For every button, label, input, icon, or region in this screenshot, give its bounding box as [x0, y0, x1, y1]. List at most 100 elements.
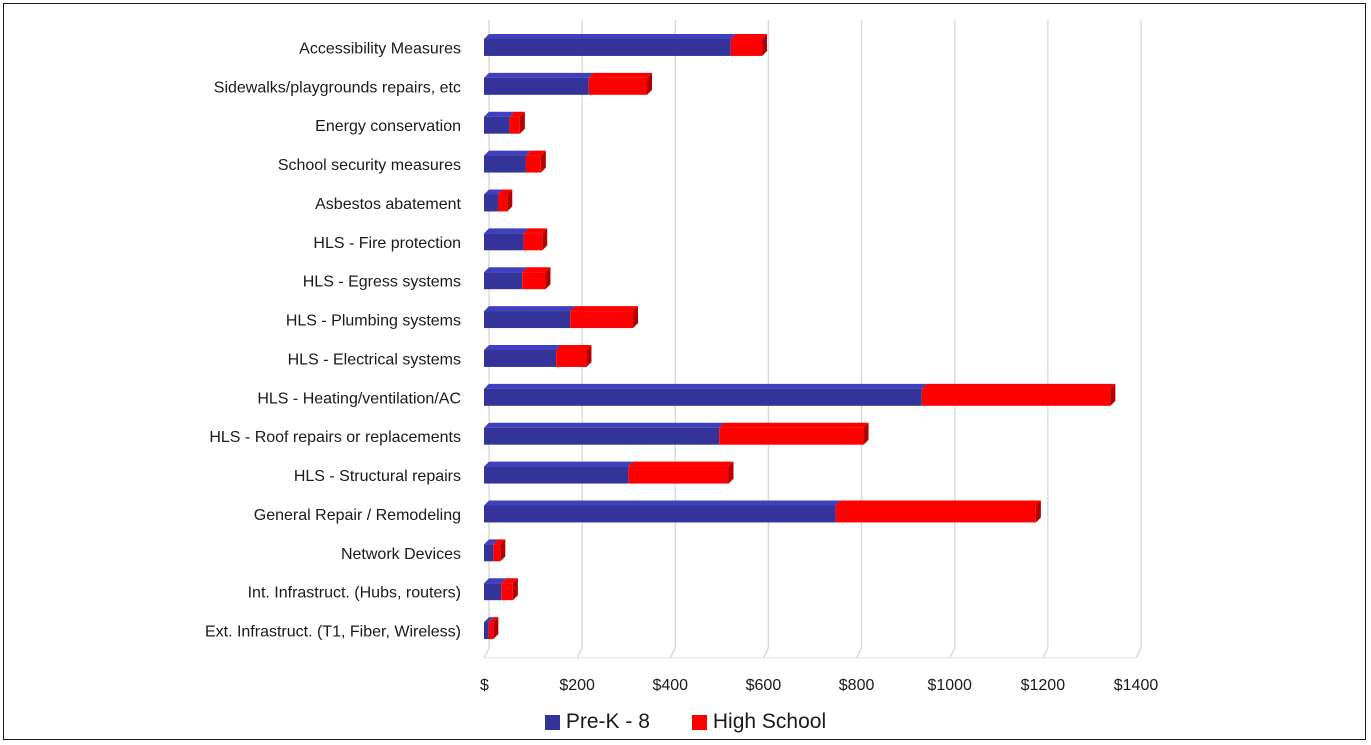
bar-side-face	[512, 578, 518, 601]
bar-top-face	[730, 33, 768, 39]
bar-high-school	[488, 622, 494, 640]
bar-prek8	[484, 544, 494, 562]
bar-top-face	[484, 539, 499, 545]
bar-high-school	[497, 194, 508, 212]
category-label: Sidewalks/playgrounds repairs, etc	[214, 79, 461, 96]
x-tick-label: $200	[559, 677, 595, 694]
bar-high-school	[835, 505, 1036, 523]
bar-prek8	[484, 349, 557, 367]
bar-high-school	[570, 311, 634, 329]
bar-top-face	[484, 578, 507, 584]
category-label: Energy conservation	[315, 118, 461, 135]
x-tick-label: $400	[652, 677, 688, 694]
gridline-floor	[669, 647, 676, 659]
bar-top-face	[484, 228, 529, 234]
bar-side-face	[863, 422, 869, 445]
category-label: Accessibility Measures	[299, 40, 461, 57]
category-label: Asbestos abatement	[315, 196, 461, 213]
category-label: HLS - Egress systems	[303, 274, 461, 291]
gridline-floor	[483, 647, 490, 659]
bar-side-face	[633, 306, 639, 329]
bar-prek8	[484, 194, 498, 212]
category-label: School security measures	[278, 157, 461, 174]
bar-prek8	[484, 233, 524, 251]
bar-prek8	[484, 427, 720, 445]
bar-high-school	[730, 38, 763, 56]
legend-swatch-prek8	[544, 714, 560, 730]
gridline-floor	[1042, 647, 1049, 659]
bar-side-face	[540, 150, 546, 173]
bar-prek8	[484, 155, 526, 173]
bar-top-face	[484, 422, 725, 428]
x-tick-label: $1400	[1114, 677, 1159, 694]
legend-label-prek8: Pre-K - 8	[565, 710, 650, 733]
bar-top-face	[570, 306, 639, 312]
bar-high-school	[522, 272, 546, 290]
category-label: HLS - Roof repairs or replacements	[209, 429, 461, 446]
bar-top-face	[484, 461, 634, 467]
gridline-floor	[1135, 647, 1142, 659]
bar-side-face	[493, 617, 499, 640]
bar-top-face	[484, 33, 736, 39]
bar-high-school	[921, 388, 1111, 406]
bar-prek8	[484, 583, 502, 601]
bar-top-face	[484, 500, 841, 506]
bar-side-face	[586, 344, 592, 367]
bar-top-face	[484, 383, 927, 389]
category-label: Int. Infrastruct. (Hubs, routers)	[248, 585, 461, 602]
bar-side-face	[1110, 383, 1116, 406]
gridline-floor	[949, 647, 956, 659]
bar-top-face	[588, 72, 652, 78]
category-label: HLS - Heating/ventilation/AC	[257, 390, 461, 407]
category-label: Ext. Infrastruct. (T1, Fiber, Wireless)	[205, 624, 461, 641]
x-tick-label: $	[480, 677, 489, 694]
bar-side-face	[542, 228, 548, 251]
bar-prek8	[484, 38, 731, 56]
bar-prek8	[484, 272, 523, 290]
bar-high-school	[509, 116, 520, 134]
bar-side-face	[728, 461, 734, 484]
bar-side-face	[647, 72, 652, 95]
bar-top-face	[484, 111, 515, 117]
x-tick-label: $1200	[1021, 677, 1066, 694]
bar-top-face	[484, 267, 528, 273]
category-label: HLS - Structural repairs	[294, 468, 461, 485]
x-tick-label: $1000	[927, 677, 972, 694]
bar-side-face	[762, 33, 768, 56]
chart-frame	[3, 3, 1366, 740]
bar-top-face	[497, 189, 513, 195]
bar-top-face	[509, 111, 525, 117]
bar-prek8	[484, 77, 589, 95]
bar-top-face	[484, 150, 531, 156]
legend-item-prek8: Pre-K - 8	[544, 710, 650, 734]
bar-top-face	[501, 578, 518, 584]
bar-top-face	[523, 228, 548, 234]
bar-high-school	[628, 466, 729, 484]
bar-side-face	[507, 189, 513, 212]
bar-prek8	[484, 505, 836, 523]
bar-top-face	[719, 422, 869, 428]
bar-prek8	[484, 622, 489, 640]
bar-top-face	[628, 461, 734, 467]
bar-top-face	[493, 539, 506, 545]
bar-side-face	[545, 267, 551, 290]
bar-prek8	[484, 466, 629, 484]
gridline-floor	[762, 647, 770, 659]
bar-prek8	[484, 388, 922, 406]
category-label: HLS - Fire protection	[313, 235, 461, 252]
bar-high-school	[501, 583, 513, 601]
bar-high-school	[523, 233, 543, 251]
bar-high-school	[719, 427, 864, 445]
x-tick-label: $800	[839, 677, 875, 694]
bar-top-face	[484, 617, 494, 623]
bar-top-face	[525, 150, 546, 156]
category-label: HLS - Electrical systems	[288, 351, 461, 368]
bar-side-face	[500, 539, 506, 562]
bar-top-face	[484, 306, 576, 312]
bar-top-face	[921, 383, 1116, 389]
bar-top-face	[484, 72, 594, 78]
bar-high-school	[493, 544, 501, 562]
bar-high-school	[556, 349, 587, 367]
gridline-floor	[855, 647, 863, 659]
bar-side-face	[1035, 500, 1041, 523]
